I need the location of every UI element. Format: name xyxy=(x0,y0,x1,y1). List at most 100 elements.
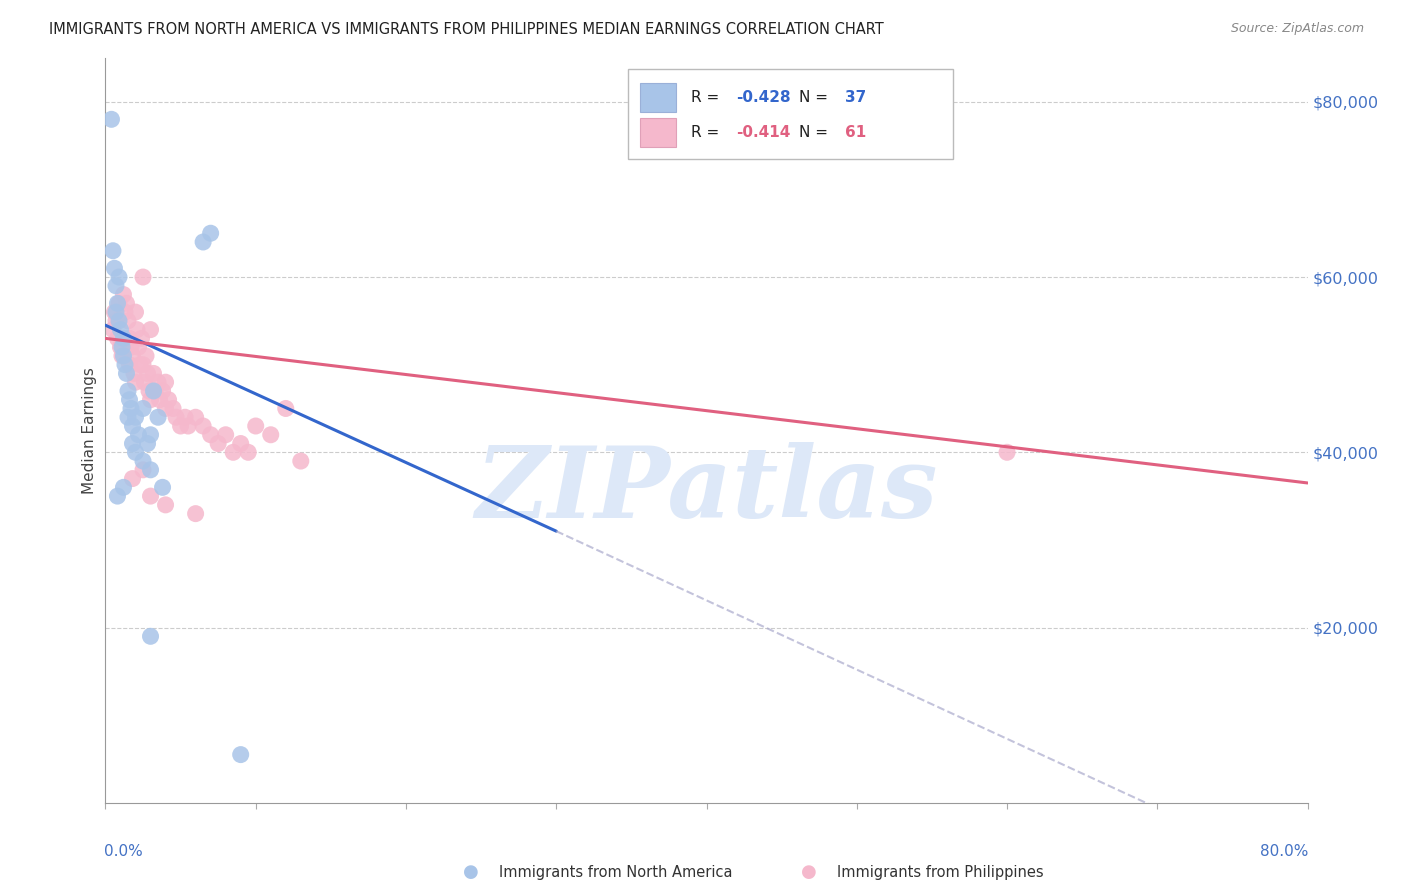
Point xyxy=(152,480,174,494)
Point xyxy=(104,314,127,328)
Text: 80.0%: 80.0% xyxy=(1260,844,1309,859)
Point xyxy=(155,401,177,416)
Point xyxy=(136,367,159,381)
Point xyxy=(143,384,166,398)
Point xyxy=(132,270,155,285)
Point xyxy=(114,358,136,372)
Point xyxy=(111,349,134,363)
Text: Immigrants from North America: Immigrants from North America xyxy=(499,865,733,880)
Point xyxy=(136,436,159,450)
Point xyxy=(214,427,236,442)
Point xyxy=(124,375,146,389)
Point xyxy=(110,323,132,337)
Point xyxy=(155,498,177,512)
Point xyxy=(260,427,283,442)
Point xyxy=(108,296,131,310)
Point xyxy=(124,305,146,319)
Point xyxy=(107,489,129,503)
Point xyxy=(112,331,135,345)
Point xyxy=(155,375,177,389)
Text: 61: 61 xyxy=(845,125,866,140)
Text: N =: N = xyxy=(799,125,832,140)
Point xyxy=(139,629,162,643)
Point xyxy=(107,296,129,310)
Point xyxy=(138,384,160,398)
Text: ●: ● xyxy=(800,863,817,881)
Point xyxy=(112,349,135,363)
Point xyxy=(101,323,124,337)
Point xyxy=(177,419,200,434)
Point xyxy=(139,463,162,477)
Point xyxy=(115,367,138,381)
Point xyxy=(112,287,135,301)
Text: 0.0%: 0.0% xyxy=(104,844,143,859)
Point xyxy=(131,331,153,345)
Point xyxy=(290,454,312,468)
Point xyxy=(104,305,127,319)
Point xyxy=(142,384,165,398)
Point xyxy=(132,401,155,416)
FancyBboxPatch shape xyxy=(628,70,953,159)
Point xyxy=(200,427,222,442)
Point xyxy=(238,445,260,459)
Point xyxy=(146,375,169,389)
Point xyxy=(174,410,197,425)
Point xyxy=(107,331,129,345)
Point xyxy=(120,340,142,354)
Point xyxy=(200,226,222,240)
Bar xyxy=(640,83,676,112)
Point xyxy=(115,296,138,310)
Point xyxy=(245,419,267,434)
Point xyxy=(207,436,229,450)
Text: R =: R = xyxy=(690,90,724,105)
Point xyxy=(184,507,207,521)
Point xyxy=(191,235,214,249)
Point xyxy=(129,358,152,372)
Point xyxy=(112,480,135,494)
Text: N =: N = xyxy=(799,90,832,105)
Text: R =: R = xyxy=(690,125,724,140)
Point xyxy=(229,436,252,450)
Point xyxy=(101,244,124,258)
Point xyxy=(114,305,136,319)
Point xyxy=(132,463,155,477)
Point xyxy=(134,375,156,389)
Point xyxy=(124,445,146,459)
Point xyxy=(118,392,141,407)
Point xyxy=(118,358,141,372)
Point xyxy=(117,314,139,328)
Point xyxy=(152,384,174,398)
Point xyxy=(110,340,132,354)
Point xyxy=(148,392,170,407)
Point xyxy=(135,349,157,363)
Point xyxy=(139,323,162,337)
Point xyxy=(142,367,165,381)
Point xyxy=(108,270,131,285)
Text: 37: 37 xyxy=(845,90,866,105)
Text: -0.428: -0.428 xyxy=(737,90,792,105)
Point xyxy=(111,340,134,354)
Point xyxy=(121,472,143,486)
Text: Source: ZipAtlas.com: Source: ZipAtlas.com xyxy=(1230,22,1364,36)
Point xyxy=(169,419,191,434)
Point xyxy=(132,454,155,468)
Point xyxy=(995,445,1018,459)
Text: -0.414: -0.414 xyxy=(737,125,792,140)
Point xyxy=(139,489,162,503)
Point xyxy=(103,261,125,276)
Point xyxy=(139,392,162,407)
Point xyxy=(157,392,180,407)
Point xyxy=(117,410,139,425)
Text: IMMIGRANTS FROM NORTH AMERICA VS IMMIGRANTS FROM PHILIPPINES MEDIAN EARNINGS COR: IMMIGRANTS FROM NORTH AMERICA VS IMMIGRA… xyxy=(49,22,884,37)
Point xyxy=(165,410,187,425)
Point xyxy=(121,349,143,363)
Point xyxy=(191,419,214,434)
Point xyxy=(222,445,245,459)
Point xyxy=(108,314,131,328)
Y-axis label: Median Earnings: Median Earnings xyxy=(82,367,97,494)
Point xyxy=(118,331,141,345)
Text: Immigrants from Philippines: Immigrants from Philippines xyxy=(837,865,1043,880)
Point xyxy=(274,401,297,416)
Point xyxy=(103,305,125,319)
Point xyxy=(162,401,184,416)
